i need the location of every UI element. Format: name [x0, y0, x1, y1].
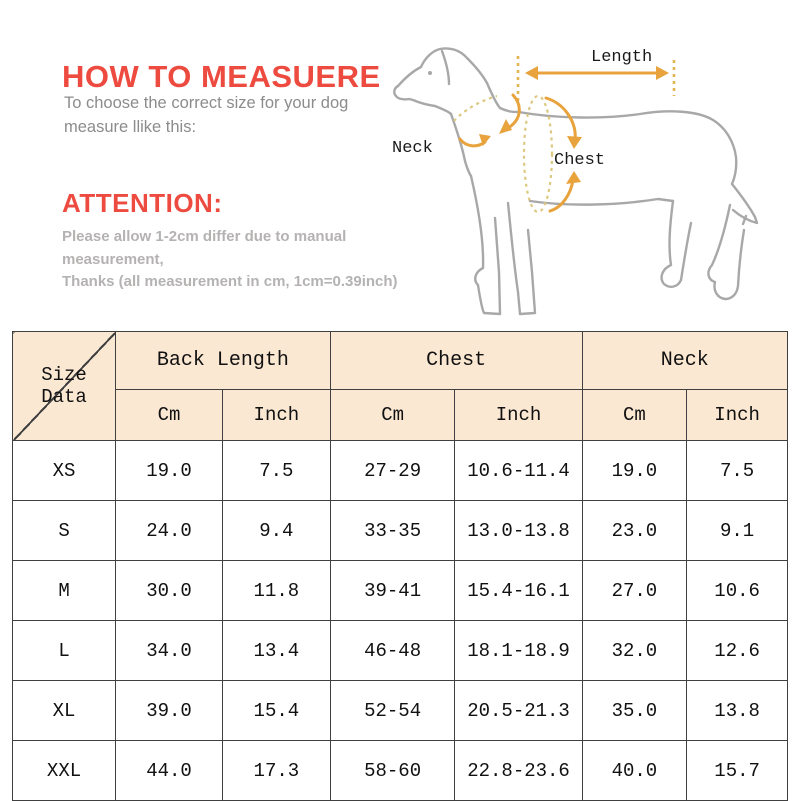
table-unit-header-row: Cm Inch Cm Inch Cm Inch [13, 389, 788, 441]
chest-inch-value: 18.1-18.9 [454, 620, 583, 681]
size-label: XL [11, 680, 117, 741]
neck-arrow-upper-head [499, 119, 512, 134]
chest-cm-value: 39-41 [329, 560, 456, 621]
neck-dashed-arc [453, 94, 498, 122]
dog-measurement-diagram: Length Neck Chest [392, 47, 759, 316]
chest-cm-value: 33-35 [329, 500, 456, 561]
neck-inch-value: 9.1 [686, 500, 788, 561]
group-header-chest: Chest [329, 331, 583, 390]
size-label: XXL [11, 740, 117, 801]
back-inch-value: 17.3 [222, 740, 331, 801]
unit-header-chest-cm: Cm [329, 389, 456, 441]
measure-instructions-line1: To choose the correct size for your dog [64, 94, 349, 112]
chest-inch-value: 15.4-16.1 [454, 560, 583, 621]
neck-inch-value: 15.7 [686, 740, 788, 801]
group-header-back-length: Back Length [115, 331, 331, 390]
group-header-neck: Neck [581, 331, 789, 390]
table-row-l: L 34.0 13.4 46-48 18.1-18.9 32.0 12.6 [11, 620, 788, 681]
back-inch-value: 13.4 [222, 620, 331, 681]
back-cm-value: 30.0 [115, 560, 223, 621]
back-cm-value: 39.0 [115, 680, 223, 741]
table-row-xs: XS 19.0 7.5 27-29 10.6-11.4 19.0 7.5 [11, 440, 788, 501]
attention-title: ATTENTION: [62, 188, 223, 218]
chest-cm-value: 46-48 [329, 620, 456, 681]
neck-cm-value: 32.0 [581, 620, 688, 681]
chest-arrow-bottom [548, 178, 575, 213]
corner-size-data-cell: Size Data [11, 331, 117, 441]
chest-arrow-top [544, 96, 577, 142]
neck-label: Neck [392, 139, 433, 158]
table-group-header-row: Size Data Back Length Chest Neck [11, 331, 789, 441]
table-row-xl: XL 39.0 15.4 52-54 20.5-21.3 35.0 13.8 [11, 680, 788, 741]
chest-inch-value: 13.0-13.8 [454, 500, 583, 561]
chest-arrow-bottom-head [566, 171, 581, 184]
chest-arrow-top-head [567, 136, 582, 149]
attention-note: Please allow 1-2cm differ due to manual … [62, 226, 442, 294]
chest-label: Chest [554, 151, 605, 170]
neck-cm-value: 27.0 [581, 560, 688, 621]
unit-header-chest-inch: Inch [454, 389, 583, 441]
neck-inch-value: 7.5 [686, 440, 788, 501]
back-cm-value: 19.0 [115, 440, 223, 501]
chest-cm-value: 52-54 [329, 680, 456, 741]
attention-note-line2: Thanks (all measurement in cm, 1cm=0.39i… [62, 273, 398, 290]
measure-instructions-line2: measure llike this: [64, 117, 197, 136]
unit-header-back-inch: Inch [222, 389, 331, 441]
measure-instructions: To choose the correct size for your dog … [64, 92, 384, 140]
chest-cm-value: 27-29 [329, 440, 456, 501]
chest-inch-value: 22.8-23.6 [454, 740, 583, 801]
size-chart-table: Size Data Back Length Chest Neck Cm Inch… [11, 331, 789, 801]
neck-cm-value: 19.0 [581, 440, 688, 501]
neck-cm-value: 23.0 [581, 500, 688, 561]
neck-cm-value: 35.0 [581, 680, 688, 741]
length-label: Length [591, 48, 652, 67]
unit-header-neck-inch: Inch [686, 389, 788, 441]
back-cm-value: 34.0 [115, 620, 223, 681]
dog-eye [428, 71, 432, 75]
neck-arrow-upper [506, 93, 521, 130]
attention-note-line1: Please allow 1-2cm differ due to manual … [62, 228, 347, 268]
size-label: XS [11, 440, 117, 501]
chest-cm-value: 58-60 [329, 740, 456, 801]
neck-arrow-lower-head [479, 134, 491, 146]
neck-inch-value: 12.6 [686, 620, 788, 681]
neck-inch-value: 10.6 [686, 560, 788, 621]
back-inch-value: 15.4 [222, 680, 331, 741]
neck-cm-value: 40.0 [581, 740, 688, 801]
table-row-m: M 30.0 11.8 39-41 15.4-16.1 27.0 10.6 [11, 560, 788, 621]
length-arrow-head-right [656, 66, 669, 80]
chest-dashed-ellipse [522, 94, 554, 214]
back-cm-value: 24.0 [115, 500, 223, 561]
size-label: M [11, 560, 117, 621]
back-cm-value: 44.0 [115, 740, 223, 801]
table-row-s: S 24.0 9.4 33-35 13.0-13.8 23.0 9.1 [11, 500, 788, 561]
size-label: L [11, 620, 117, 681]
neck-inch-value: 13.8 [686, 680, 788, 741]
back-inch-value: 9.4 [222, 500, 331, 561]
chest-inch-value: 10.6-11.4 [454, 440, 583, 501]
back-inch-value: 11.8 [222, 560, 331, 621]
measurement-arrows [458, 66, 669, 213]
unit-header-neck-cm: Cm [581, 389, 688, 441]
unit-header-back-cm: Cm [115, 389, 223, 441]
chest-inch-value: 20.5-21.3 [454, 680, 583, 741]
measurement-dashed-guides [453, 56, 676, 214]
page-title: HOW TO MEASUERE [62, 58, 381, 94]
back-inch-value: 7.5 [222, 440, 331, 501]
size-label: S [11, 500, 117, 561]
length-arrow-head-left [525, 66, 538, 80]
table-row-xxl: XXL 44.0 17.3 58-60 22.8-23.6 40.0 15.7 [11, 740, 788, 801]
